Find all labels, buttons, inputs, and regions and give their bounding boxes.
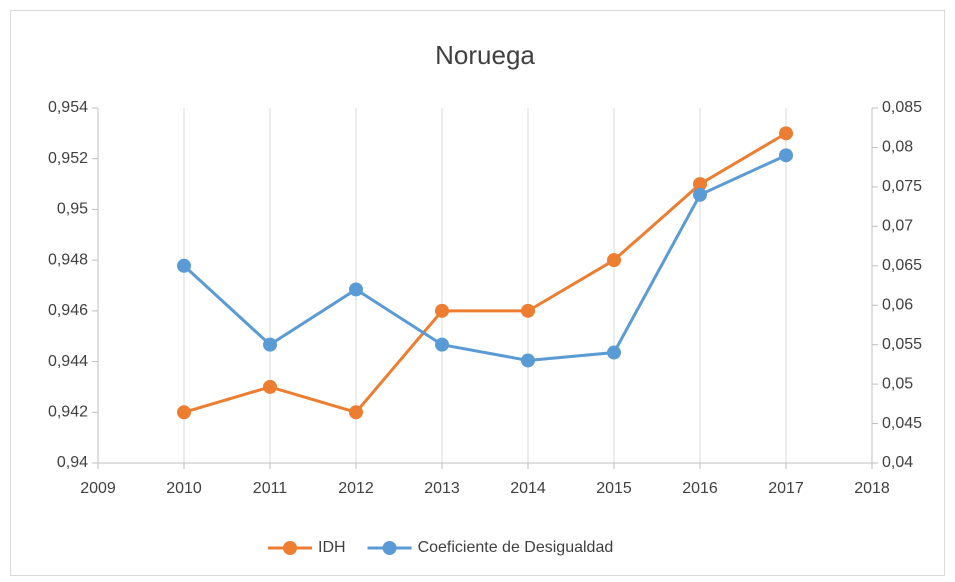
data-point [779,148,793,163]
chart-border [10,10,945,576]
data-point [435,337,449,352]
data-point [263,337,277,352]
y-tick-label: 0,952 [48,150,88,167]
chart-title: Noruega [435,40,535,70]
x-tick-label: 2015 [596,480,632,497]
y-tick-label: 0,954 [48,99,88,116]
x-tick-label: 2012 [338,480,374,497]
y2-tick-label: 0,04 [882,454,913,471]
legend-label: Coeficiente de Desigualdad [418,539,614,556]
data-point [693,177,707,192]
y2-tick-label: 0,06 [882,296,913,313]
series-line [182,153,787,362]
y2-tick-label: 0,07 [882,218,913,235]
y2-tick-label: 0,055 [882,336,922,353]
x-tick-label: 2014 [510,480,546,497]
data-point [435,303,449,318]
y-tick-label: 0,948 [48,251,88,268]
y-tick-label: 0,95 [57,201,88,218]
series-line [183,132,787,415]
data-point [521,303,535,318]
y-tick-label: 0,942 [48,404,88,421]
data-point [779,126,793,141]
data-point [607,253,621,268]
x-tick-label: 2011 [253,480,288,497]
x-tick-label: 2013 [424,480,460,497]
legend-label: IDH [318,539,346,556]
data-point [349,405,363,420]
x-tick-label: 2009 [80,480,116,497]
data-point [693,187,707,202]
x-tick-label: 2018 [854,480,890,497]
x-tick-label: 2017 [768,480,804,497]
y-tick-label: 0,944 [48,353,88,370]
y2-tick-label: 0,075 [882,178,922,195]
data-point [349,282,363,297]
data-point [177,405,191,420]
y2-tick-label: 0,08 [882,139,913,156]
legend-marker [283,541,297,555]
data-point [263,379,277,394]
y-tick-label: 0,946 [48,302,88,319]
x-tick-label: 2016 [682,480,718,497]
x-tick-label: 2010 [166,480,202,497]
y2-tick-label: 0,085 [882,99,922,116]
y-tick-label: 0,94 [57,454,88,471]
y2-tick-label: 0,065 [882,257,922,274]
legend-marker [382,541,397,555]
data-point [177,258,191,273]
data-point [607,345,621,360]
data-point [521,353,535,368]
y2-tick-label: 0,05 [882,375,913,392]
y2-tick-label: 0,045 [882,415,922,432]
